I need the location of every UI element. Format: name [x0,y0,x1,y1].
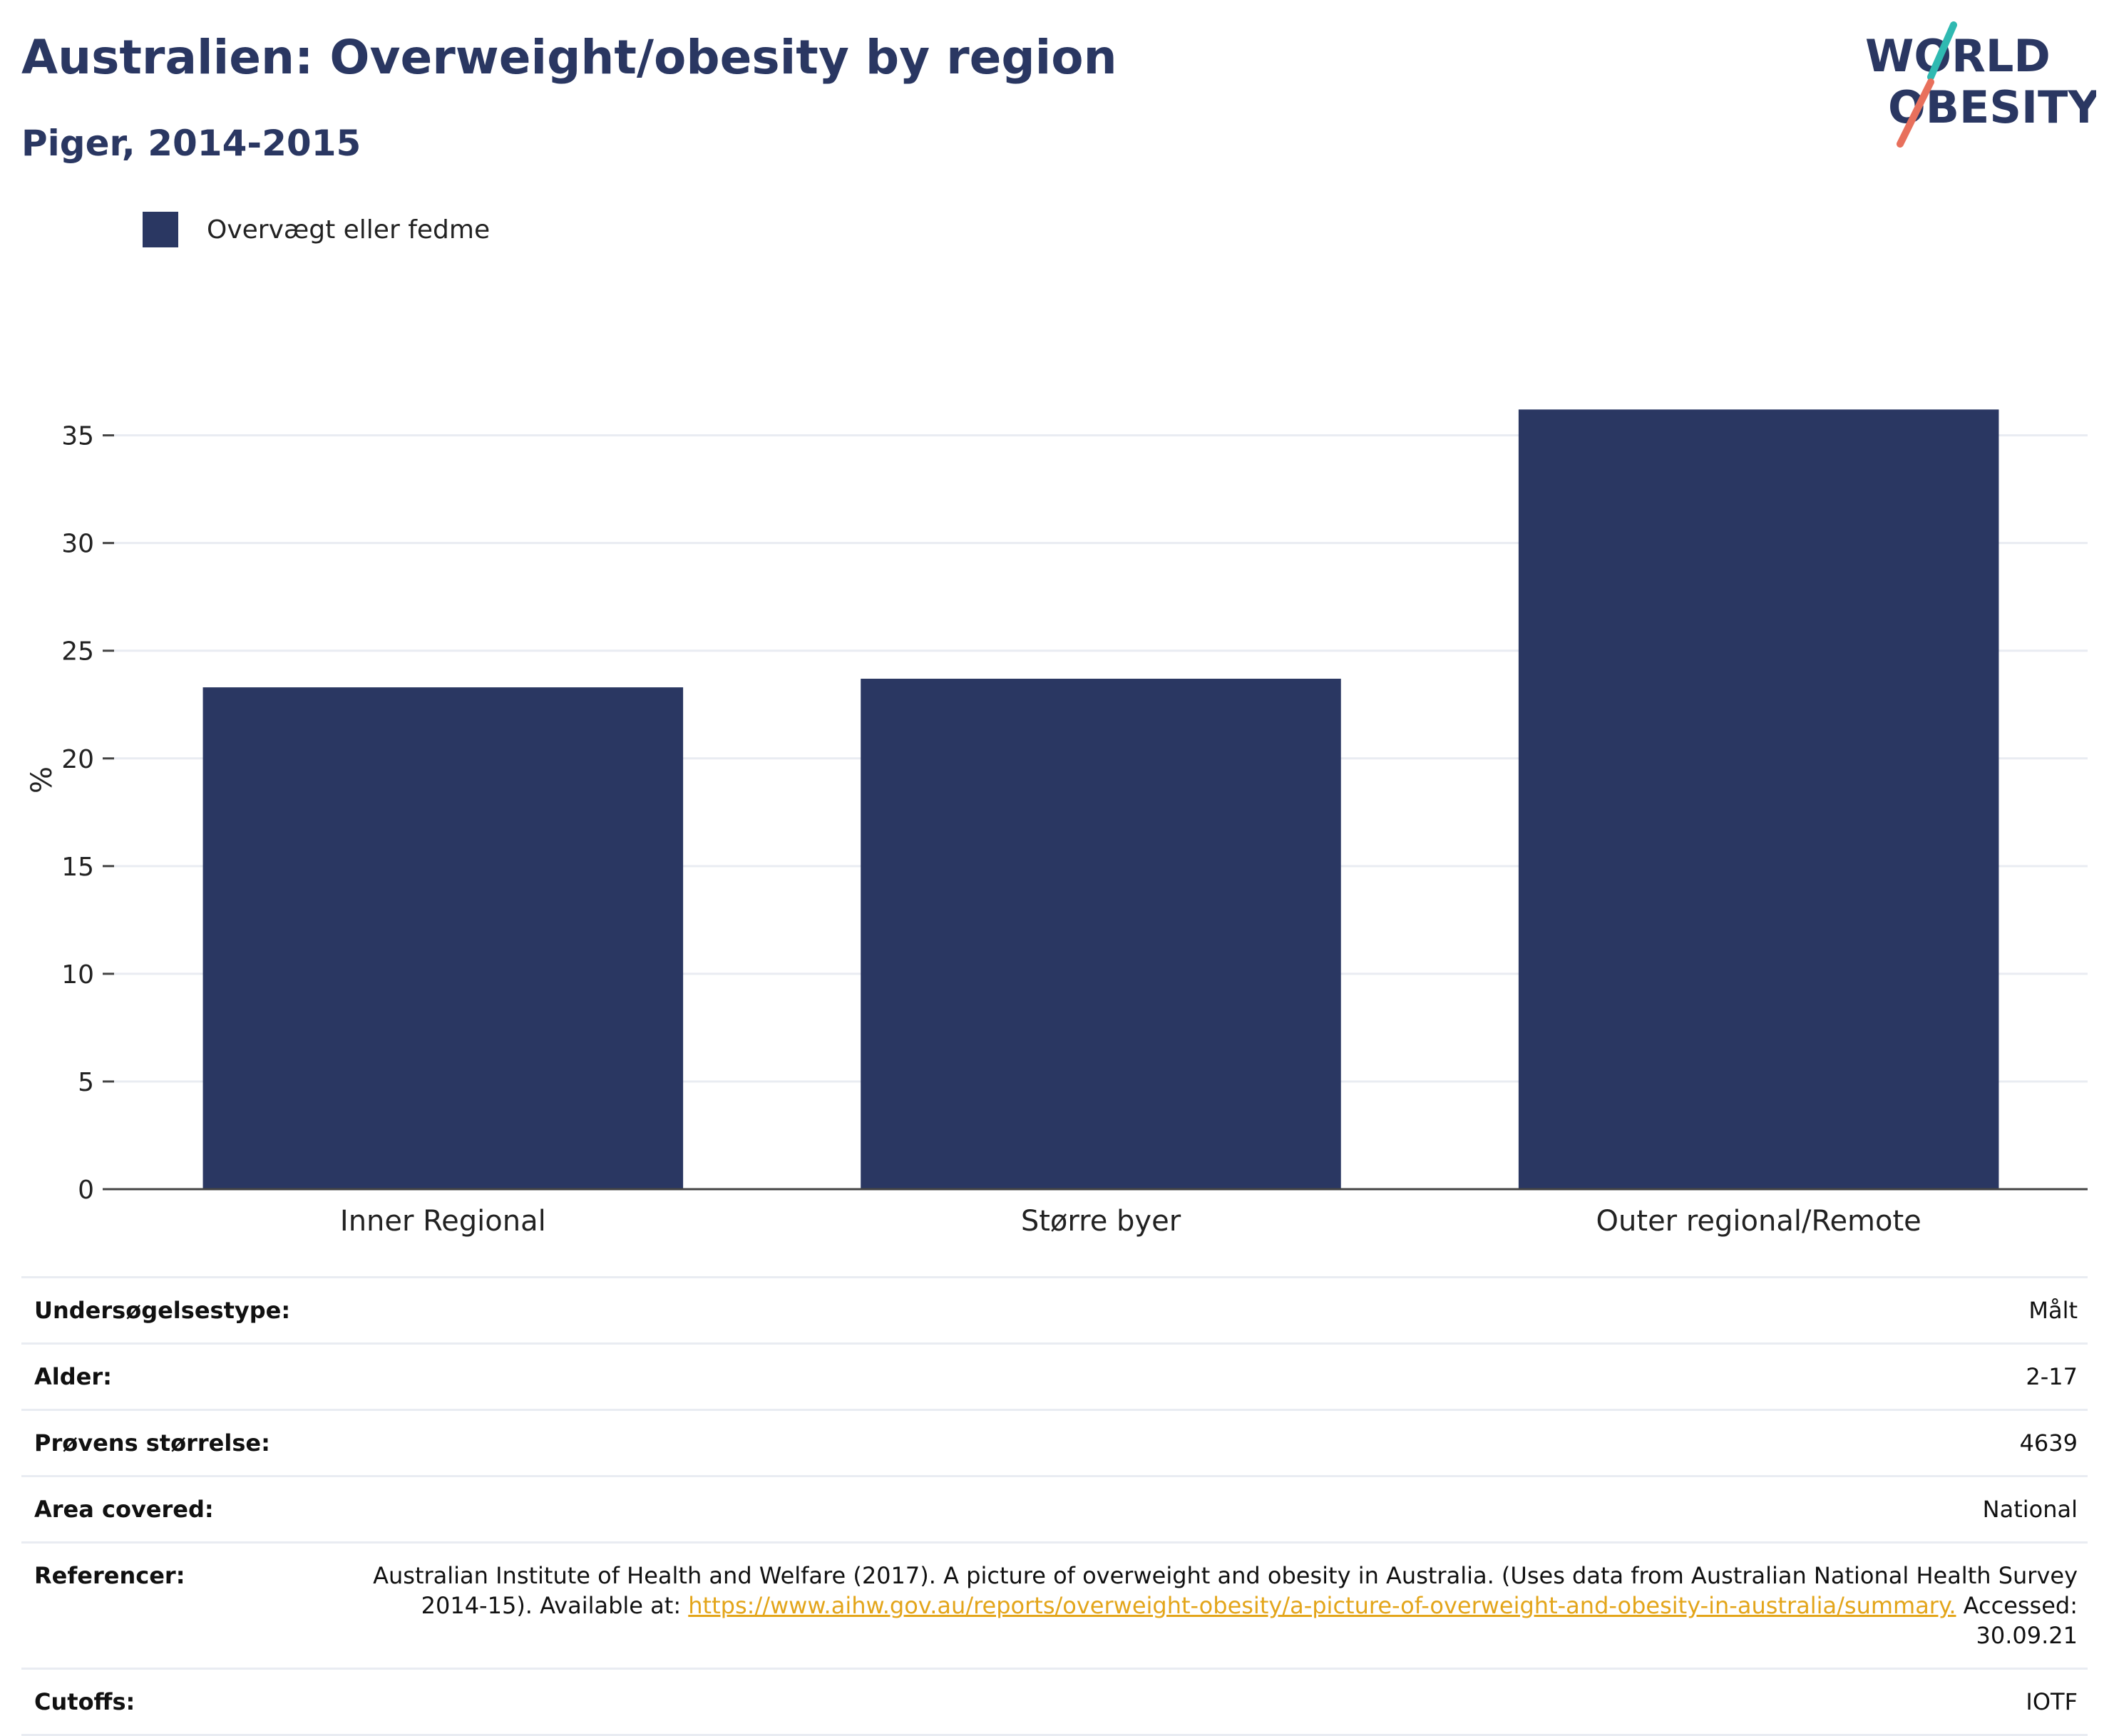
info-table: Undersøgelsestype: Målt Alder: 2-17 Prøv… [21,1276,2088,1736]
axes: 0 5 10 15 20 25 30 35 Inner Regional Større byer O… [26,422,2088,1238]
bar [1518,409,1999,1190]
references-value: Australian Institute of Health and Welfa… [334,1561,2078,1650]
bar [202,687,684,1189]
age-label: Alder: [34,1363,112,1390]
y-axis-label: % [26,766,58,793]
bars [202,409,1999,1190]
legend-label: Overvægt eller fedme [207,215,491,245]
x-tick-label: Outer regional/Remote [1596,1205,1921,1238]
logo-accent-coral [1897,78,1934,148]
info-row-age: Alder: 2-17 [21,1345,2088,1411]
y-tick-label: 5 [78,1068,94,1097]
y-tick-label: 25 [61,637,94,667]
area-covered-label: Area covered: [34,1496,214,1523]
y-tick-label: 35 [61,422,94,451]
bar-chart: 0 5 10 15 20 25 30 35 Inner Regional Større byer O… [26,409,2088,1238]
logo-line1: WORLD [1865,30,2051,82]
y-tick-label: 10 [61,960,94,990]
y-tick-label: 30 [61,530,94,559]
sample-size-label: Prøvens størrelse: [34,1429,270,1457]
references-text: Australian Institute of Health and Welfa… [373,1562,2078,1619]
chart-legend: Overvægt eller fedme [143,211,490,248]
info-row-cutoffs: Cutoffs: IOTF [21,1670,2088,1736]
survey-type-value: Målt [2028,1297,2078,1324]
info-row-area: Area covered: National [21,1477,2088,1544]
area-covered-value: National [1982,1496,2078,1523]
world-obesity-logo: WORLD OBESITY [1861,21,2100,150]
x-tick-label: Større byer [1021,1205,1181,1238]
reference-link[interactable]: https://www.aihw.gov.au/reports/overweig… [688,1592,1956,1619]
y-tick-label: 0 [78,1176,94,1205]
age-value: 2-17 [2026,1363,2078,1390]
y-tick-label: 15 [61,853,94,882]
cutoffs-value: IOTF [2026,1688,2078,1715]
cutoffs-label: Cutoffs: [34,1688,135,1715]
sample-size-value: 4639 [2019,1429,2078,1457]
chart-title: Australien: Overweight/obesity by region [21,30,1117,85]
chart-subtitle: Piger, 2014-2015 [21,123,361,164]
bar [861,679,1341,1189]
y-tick-label: 20 [61,745,94,774]
survey-type-label: Undersøgelsestype: [34,1297,291,1324]
references-label: Referencer: [34,1562,185,1589]
legend-swatch [143,212,178,247]
x-tick-label: Inner Regional [340,1205,546,1238]
references-accessed: Accessed: 30.09.21 [1956,1592,2078,1649]
info-row-references: Referencer: Australian Institute of Heal… [21,1544,2088,1670]
logo-accent-teal [1927,21,1957,81]
info-row-sample-size: Prøvens størrelse: 4639 [21,1411,2088,1477]
info-row-survey-type: Undersøgelsestype: Målt [21,1278,2088,1345]
